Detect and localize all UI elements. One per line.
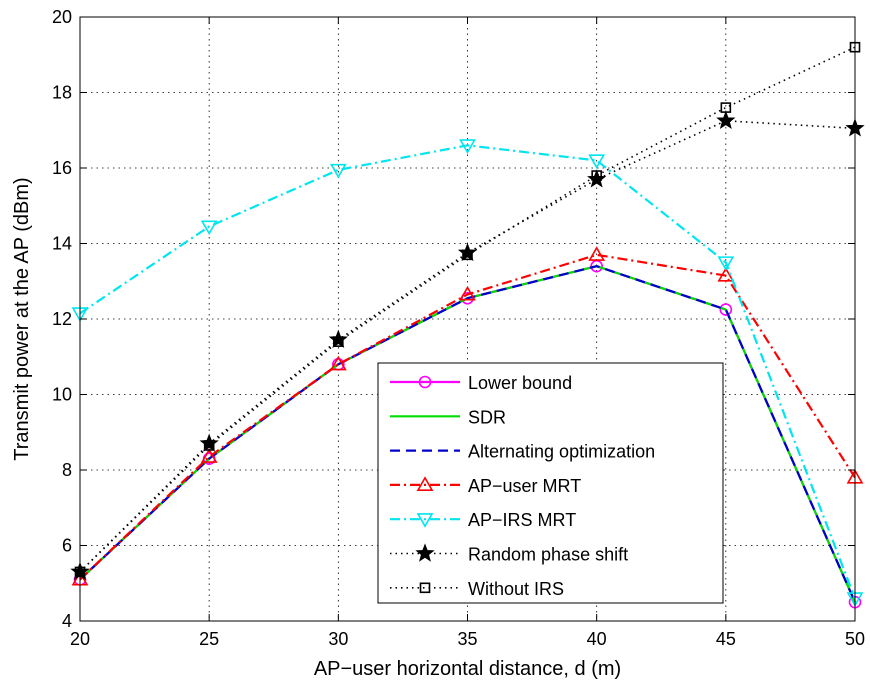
legend-item: Lower bound [390,373,572,393]
star-marker [457,242,478,262]
triangle-down-marker [200,220,218,236]
square-marker [419,582,431,594]
series-line [79,253,856,581]
legend-item: AP−IRS MRT [390,510,576,530]
series-3 [71,246,864,586]
legend-item: SDR [390,407,506,427]
legend-label: Alternating optimization [468,442,655,462]
x-tick-label: 30 [328,629,348,649]
x-tick-label: 35 [457,629,477,649]
star-marker [587,169,607,188]
legend-item: Alternating optimization [390,442,655,462]
star-marker [415,543,435,562]
series-line [79,144,857,599]
y-tick-label: 20 [52,7,72,27]
y-tick-label: 4 [62,611,72,631]
legend-label: Without IRS [468,579,564,599]
y-tick-label: 8 [62,460,72,480]
triangle-down-marker [717,256,735,271]
legend-label: Random phase shift [468,545,628,565]
legend-label: Lower bound [468,373,572,393]
series-layer [70,41,865,609]
legend-item: Without IRS [390,579,564,599]
square-marker [720,102,732,113]
circle-marker [719,303,733,316]
x-tick-label: 20 [70,629,90,649]
axis-ticks: 20 25 30 35 40 45 50 4 6 8 10 12 14 16 18 20 [52,7,865,649]
star-marker [328,329,348,348]
star-marker [716,110,736,130]
triangle-up-marker [459,285,476,301]
legend-label: SDR [468,407,506,427]
square-marker [591,170,602,181]
square-marker [333,336,344,347]
x-tick-label: 40 [587,629,607,649]
x-tick-label: 45 [716,629,736,649]
triangle-up-marker [416,476,434,491]
y-tick-label: 10 [52,385,72,405]
triangle-down-marker [588,154,606,170]
y-tick-label: 6 [62,536,72,556]
y-tick-label: 14 [52,234,72,254]
legend-label: AP−IRS MRT [468,510,576,530]
y-tick-label: 16 [52,158,72,178]
legend-item: Random phase shift [390,543,628,565]
square-marker [203,440,215,451]
legend-label: AP−user MRT [468,476,581,496]
legend: Lower bound SDR Alternating optimization AP… [377,362,724,604]
square-marker [462,249,473,261]
triangle-up-marker [329,355,347,371]
triangle-down-marker [329,163,347,179]
x-axis-label: AP−user horizontal distance, d (m) [314,658,621,680]
y-axis-label: Transmit power at the AP (dBm) [11,177,33,460]
y-tick-label: 12 [52,309,72,329]
triangle-up-marker [588,246,606,261]
series-2 [79,265,857,603]
triangle-down-marker [416,513,434,528]
triangle-up-marker [200,448,218,463]
legend-box [377,362,724,604]
legend-item: AP−user MRT [390,476,581,496]
y-tick-label: 18 [52,83,72,103]
triangle-up-marker [717,266,735,282]
x-tick-label: 50 [845,629,865,649]
circle-marker [418,375,432,389]
series-line [79,265,857,603]
triangle-down-marker [459,139,476,154]
x-tick-label: 25 [199,629,219,649]
star-marker [199,433,219,452]
